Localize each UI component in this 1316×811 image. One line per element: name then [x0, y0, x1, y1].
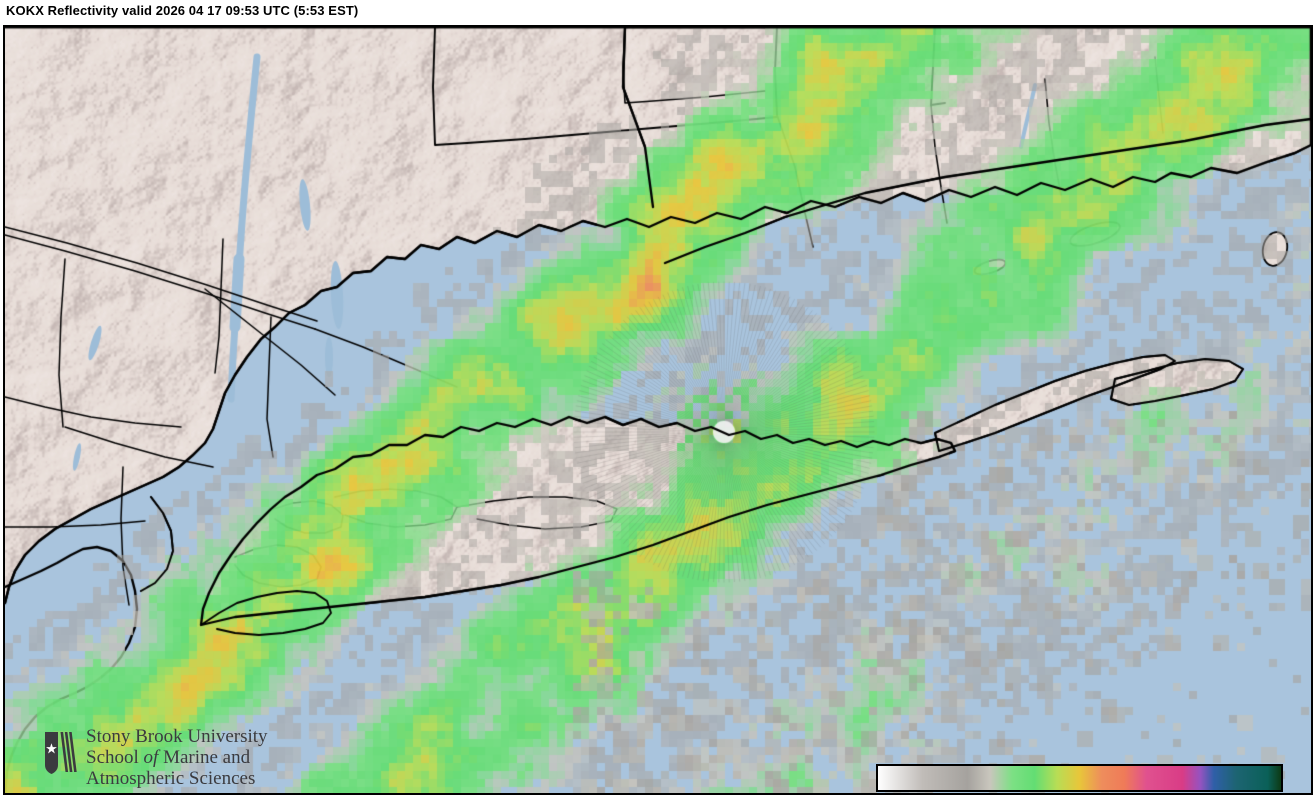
colorbar-tick-labels: 0204050607080 — [876, 793, 1283, 795]
colorbar-gradient-box — [876, 764, 1283, 792]
radar-map-frame[interactable]: Stony Brook University School of Marine … — [3, 25, 1313, 795]
colorbar-tick-20: 20 — [1003, 793, 1022, 795]
colorbar-gradient — [878, 766, 1281, 790]
page-title: KOKX Reflectivity valid 2026 04 17 09:53… — [6, 3, 359, 18]
colorbar-tick-50: 50 — [1137, 793, 1156, 795]
colorbar-tick-60: 60 — [1182, 793, 1201, 795]
colorbar-tick-0: 0 — [918, 793, 927, 795]
colorbar-tick-40: 40 — [1092, 793, 1111, 795]
colorbar-tick-70: 70 — [1227, 793, 1246, 795]
reflectivity-colorbar: 0204050607080 — [876, 764, 1283, 792]
colorbar-tick-80: 80 — [1272, 793, 1291, 795]
radar-map-canvas[interactable] — [5, 27, 1311, 793]
